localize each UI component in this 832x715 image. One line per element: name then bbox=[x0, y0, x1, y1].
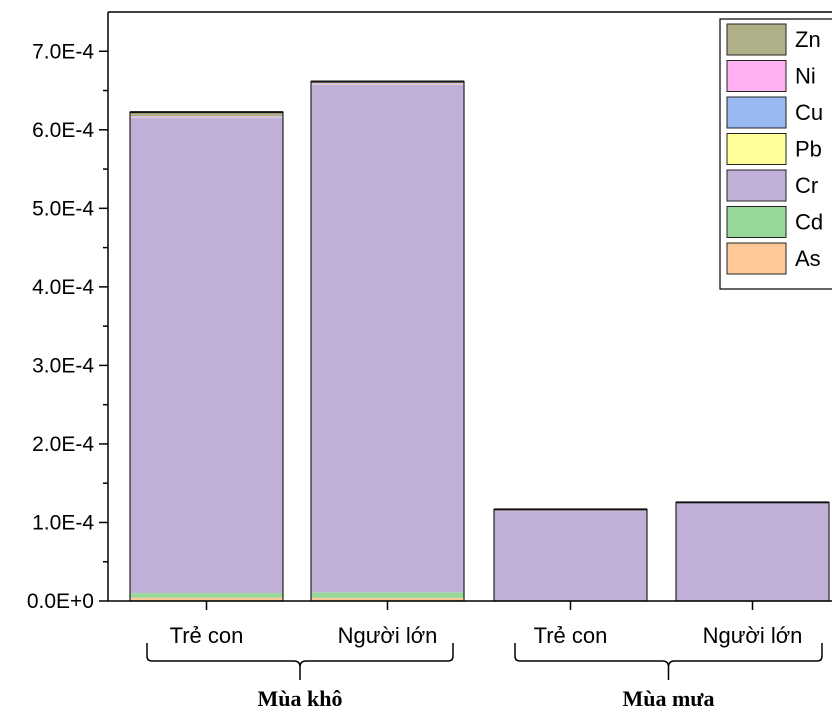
y-tick-label: 0.0E+0 bbox=[27, 590, 94, 613]
y-tick-label: 3.0E-4 bbox=[32, 354, 94, 377]
bar-segment-ni bbox=[311, 83, 464, 84]
legend-label: Zn bbox=[795, 27, 821, 52]
group-brace bbox=[146, 643, 454, 680]
bar-segment-cr bbox=[130, 117, 283, 594]
bar-segment-cd bbox=[130, 593, 283, 598]
y-axis: 0.0E+0 1.0E-4 2.0E-4 3.0E-4 4.0E-4 5.0E-4 6.0E… bbox=[27, 11, 832, 613]
group-brace bbox=[514, 643, 823, 680]
legend-label: As bbox=[795, 246, 821, 271]
bar-segment-pb bbox=[130, 116, 283, 118]
x-tick-label: Trẻ con bbox=[534, 623, 608, 648]
group-label: Mùa khô bbox=[258, 686, 343, 711]
bar-segment-cr bbox=[676, 503, 829, 601]
bar-segment-as bbox=[130, 597, 283, 601]
legend-label: Cr bbox=[795, 173, 818, 198]
y-tick-label: 2.0E-4 bbox=[32, 433, 94, 456]
bar-segment-cu bbox=[311, 83, 464, 85]
legend: Zn Ni Cu Pb Cr Cd As bbox=[719, 18, 832, 290]
bar-segment-ni bbox=[494, 510, 647, 511]
legend-swatch-pb bbox=[726, 133, 787, 165]
bar-segment-as bbox=[311, 597, 464, 601]
bar-segment-cd bbox=[311, 592, 464, 598]
x-axis: Trẻ con Người lớn Trẻ con Người lớn Mùa khô M… bbox=[108, 600, 832, 711]
legend-swatch-cd bbox=[726, 206, 787, 238]
group-label: Mùa mưa bbox=[622, 686, 714, 711]
x-tick-label: Người lớn bbox=[338, 623, 438, 648]
y-tick-label: 1.0E-4 bbox=[32, 511, 94, 534]
legend-label: Cd bbox=[795, 210, 823, 235]
x-tick-label: Người lớn bbox=[703, 623, 803, 648]
legend-label: Ni bbox=[795, 64, 816, 89]
legend-swatch-cu bbox=[726, 96, 787, 129]
y-tick-label: 5.0E-4 bbox=[32, 197, 94, 220]
legend-swatch-ni bbox=[726, 60, 787, 92]
bar-segment-cr bbox=[494, 510, 647, 601]
bars bbox=[129, 80, 830, 602]
legend-swatch-as bbox=[726, 242, 787, 275]
bar-segment-cr bbox=[311, 84, 464, 593]
x-tick-label: Trẻ con bbox=[170, 623, 244, 648]
bar-segment-zn bbox=[130, 112, 283, 117]
y-tick-label: 6.0E-4 bbox=[32, 119, 94, 142]
bar-segment-pb bbox=[311, 83, 464, 85]
bar-segment-ni bbox=[130, 116, 283, 117]
legend-label: Cu bbox=[795, 100, 823, 125]
legend-label: Pb bbox=[795, 137, 822, 162]
legend-swatch-zn bbox=[726, 23, 787, 56]
bar-segment-cu bbox=[130, 116, 283, 118]
legend-swatch-cr bbox=[726, 169, 787, 202]
y-tick-label: 7.0E-4 bbox=[32, 40, 94, 63]
y-tick-label: 4.0E-4 bbox=[32, 276, 94, 299]
bar-segment-ni bbox=[676, 503, 829, 504]
